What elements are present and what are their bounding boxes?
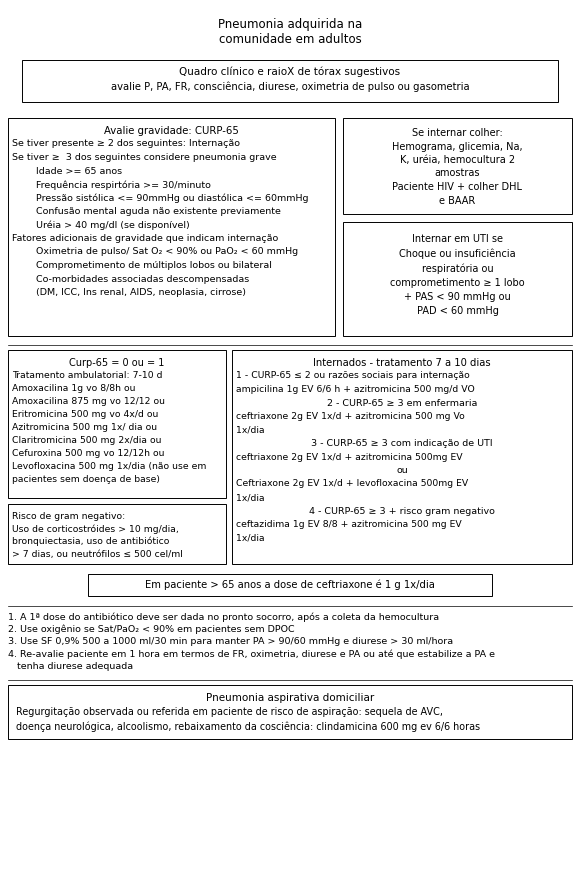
Text: 4 - CURP-65 ≥ 3 + risco gram negativo: 4 - CURP-65 ≥ 3 + risco gram negativo [309,507,495,516]
Text: Tratamento ambulatorial: 7-10 d: Tratamento ambulatorial: 7-10 d [12,371,162,380]
Text: bronquiectasia, uso de antibiótico: bronquiectasia, uso de antibiótico [12,537,169,546]
Text: Oximetria de pulso/ Sat O₂ < 90% ou PaO₂ < 60 mmHg: Oximetria de pulso/ Sat O₂ < 90% ou PaO₂… [12,247,298,256]
Bar [343,222,572,336]
Text: 3. Use SF 0,9% 500 a 1000 ml/30 min para manter PA > 90/60 mmHg e diurese > 30 m: 3. Use SF 0,9% 500 a 1000 ml/30 min para… [8,637,453,646]
Text: Internar em UTI se: Internar em UTI se [412,234,503,244]
Text: PAD < 60 mmHg: PAD < 60 mmHg [416,307,498,316]
Bar [8,685,572,739]
Text: Quadro clínico e raioX de tórax sugestivos: Quadro clínico e raioX de tórax sugestiv… [179,67,401,78]
Text: avalie P, PA, FR, consciência, diurese, oximetria de pulso ou gasometria: avalie P, PA, FR, consciência, diurese, … [111,82,469,92]
Text: Uréia > 40 mg/dl (se disponível): Uréia > 40 mg/dl (se disponível) [12,220,190,230]
Text: Choque ou insuficiência: Choque ou insuficiência [399,248,516,259]
Text: amostras: amostras [435,168,480,179]
Text: Confusão mental aguda não existente previamente: Confusão mental aguda não existente prev… [12,207,281,216]
Text: 4. Re-avalie paciente em 1 hora em termos de FR, oximetria, diurese e PA ou até : 4. Re-avalie paciente em 1 hora em termo… [8,650,495,659]
Text: Internados - tratamento 7 a 10 dias: Internados - tratamento 7 a 10 dias [313,358,491,368]
Bar [232,350,572,564]
Text: Se tiver ≥  3 dos seguintes considere pneumonia grave: Se tiver ≥ 3 dos seguintes considere pne… [12,153,277,162]
Bar [343,118,572,214]
Text: tenha diurese adequada: tenha diurese adequada [8,662,133,671]
Text: Em paciente > 65 anos a dose de ceftriaxone é 1 g 1x/dia: Em paciente > 65 anos a dose de ceftriax… [145,580,435,591]
Text: Paciente HIV + colher DHL: Paciente HIV + colher DHL [393,182,523,192]
Text: K, uréia, hemocultura 2: K, uréia, hemocultura 2 [400,155,515,165]
Text: > 7 dias, ou neutrófilos ≤ 500 cel/ml: > 7 dias, ou neutrófilos ≤ 500 cel/ml [12,550,183,558]
Text: Risco de gram negativo:: Risco de gram negativo: [12,512,125,521]
Text: ceftazidima 1g EV 8/8 + azitromicina 500 mg EV: ceftazidima 1g EV 8/8 + azitromicina 500… [236,520,462,529]
Text: Idade >= 65 anos: Idade >= 65 anos [12,166,122,175]
Text: Amoxacilina 875 mg vo 12/12 ou: Amoxacilina 875 mg vo 12/12 ou [12,397,165,406]
Text: 1. A 1ª dose do antibiótico deve ser dada no pronto socorro, após a coleta da he: 1. A 1ª dose do antibiótico deve ser dad… [8,612,439,622]
Text: Azitromicina 500 mg 1x/ dia ou: Azitromicina 500 mg 1x/ dia ou [12,423,157,432]
Text: Cefuroxina 500 mg vo 12/12h ou: Cefuroxina 500 mg vo 12/12h ou [12,449,165,458]
Text: 3 - CURP-65 ≥ 3 com indicação de UTI: 3 - CURP-65 ≥ 3 com indicação de UTI [311,439,493,448]
Text: pacientes sem doença de base): pacientes sem doença de base) [12,475,160,484]
Text: ceftriaxone 2g EV 1x/d + azitromicina 500mg EV: ceftriaxone 2g EV 1x/d + azitromicina 50… [236,453,463,462]
Text: (DM, ICC, Ins renal, AIDS, neoplasia, cirrose): (DM, ICC, Ins renal, AIDS, neoplasia, ci… [12,288,246,297]
Text: respiratória ou: respiratória ou [422,263,494,273]
Bar [8,504,226,564]
Text: 1x/dia: 1x/dia [236,426,264,435]
Text: comprometimento ≥ 1 lobo: comprometimento ≥ 1 lobo [390,278,525,287]
Text: 2. Use oxigênio se Sat/PaO₂ < 90% em pacientes sem DPOC: 2. Use oxigênio se Sat/PaO₂ < 90% em pac… [8,625,295,634]
Text: Claritromicina 500 mg 2x/dia ou: Claritromicina 500 mg 2x/dia ou [12,436,161,445]
Text: Fatores adicionais de gravidade que indicam internação: Fatores adicionais de gravidade que indi… [12,234,278,243]
Text: Pressão sistólica <= 90mmHg ou diastólica <= 60mmHg: Pressão sistólica <= 90mmHg ou diastólic… [12,193,309,203]
Text: ou: ou [396,466,408,475]
Text: Co-morbidades associadas descompensadas: Co-morbidades associadas descompensadas [12,274,249,283]
Text: Levofloxacina 500 mg 1x/dia (não use em: Levofloxacina 500 mg 1x/dia (não use em [12,462,206,471]
Bar [22,60,558,102]
Text: Ceftriaxone 2g EV 1x/d + levofloxacina 500mg EV: Ceftriaxone 2g EV 1x/d + levofloxacina 5… [236,480,468,489]
Text: Comprometimento de múltiplos lobos ou bilateral: Comprometimento de múltiplos lobos ou bi… [12,261,272,270]
Text: Avalie gravidade: CURP-65: Avalie gravidade: CURP-65 [104,126,239,136]
Bar [8,350,226,498]
Text: Uso de corticostróides > 10 mg/dia,: Uso de corticostróides > 10 mg/dia, [12,524,179,534]
Text: e BAAR: e BAAR [440,195,476,206]
Text: Eritromicina 500 mg vo 4x/d ou: Eritromicina 500 mg vo 4x/d ou [12,410,158,419]
Text: Frequência respirtória >= 30/minuto: Frequência respirtória >= 30/minuto [12,180,211,190]
Text: ampicilina 1g EV 6/6 h + azitromicina 500 mg/d VO: ampicilina 1g EV 6/6 h + azitromicina 50… [236,385,475,394]
Text: 1 - CURP-65 ≤ 2 ou razões sociais para internação: 1 - CURP-65 ≤ 2 ou razões sociais para i… [236,372,470,381]
Text: Se tiver presente ≥ 2 dos seguintes: Internação: Se tiver presente ≥ 2 dos seguintes: Int… [12,139,240,148]
Text: 2 - CURP-65 ≥ 3 em enfermaria: 2 - CURP-65 ≥ 3 em enfermaria [327,399,477,408]
Text: Regurgitação observada ou referida em paciente de risco de aspiração: sequela de: Regurgitação observada ou referida em pa… [16,707,443,717]
Bar [8,118,335,336]
Bar [88,574,492,596]
Text: Pneumonia aspirativa domiciliar: Pneumonia aspirativa domiciliar [206,693,374,703]
Text: 1x/dia: 1x/dia [236,534,264,543]
Text: + PAS < 90 mmHg ou: + PAS < 90 mmHg ou [404,292,511,302]
Text: Se internar colher:: Se internar colher: [412,128,503,138]
Text: Amoxacilina 1g vo 8/8h ou: Amoxacilina 1g vo 8/8h ou [12,384,136,393]
Text: doença neurológica, alcoolismo, rebaixamento da cosciência: clindamicina 600 mg : doença neurológica, alcoolismo, rebaixam… [16,721,480,732]
Text: Hemograma, glicemia, Na,: Hemograma, glicemia, Na, [392,141,523,152]
Text: 1x/dia: 1x/dia [236,493,264,502]
Text: Curp-65 = 0 ou = 1: Curp-65 = 0 ou = 1 [70,358,165,368]
Text: ceftriaxone 2g EV 1x/d + azitromicina 500 mg Vo: ceftriaxone 2g EV 1x/d + azitromicina 50… [236,412,465,421]
Text: Pneumonia adquirida na
comunidade em adultos: Pneumonia adquirida na comunidade em adu… [218,18,362,46]
